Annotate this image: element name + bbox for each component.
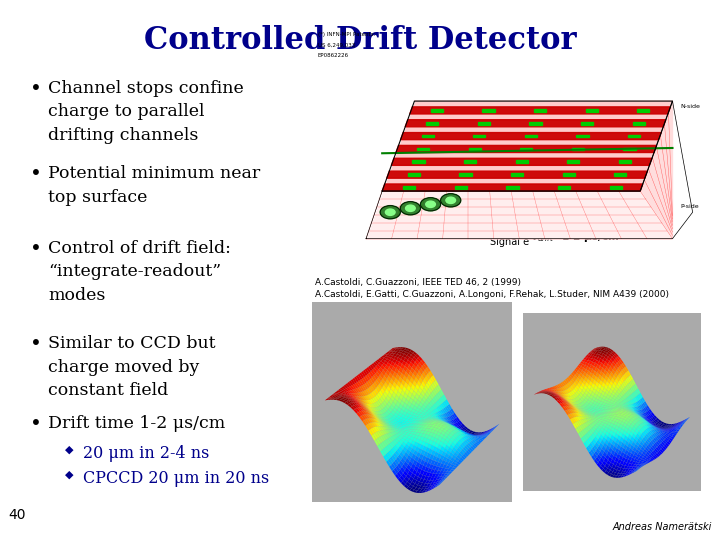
Bar (455, 186, 467, 189)
Circle shape (420, 198, 441, 211)
Text: •: • (30, 165, 42, 184)
Bar (624, 147, 636, 150)
Bar (529, 122, 541, 125)
Bar (610, 186, 622, 189)
Bar (408, 173, 420, 176)
Bar (614, 173, 626, 176)
Bar (567, 160, 580, 163)
Text: Control of drift field:
“integrate-readout”
modes: Control of drift field: “integrate-reado… (48, 240, 231, 304)
Circle shape (400, 201, 420, 215)
Circle shape (385, 209, 395, 215)
Bar (534, 109, 546, 112)
Bar (558, 186, 570, 189)
Polygon shape (405, 120, 666, 127)
Bar (637, 109, 649, 112)
Bar (426, 122, 438, 125)
Text: A.Castoldi, C.Guazzoni, IEEE TED 46, 2 (1999): A.Castoldi, C.Guazzoni, IEEE TED 46, 2 (… (315, 278, 521, 287)
Polygon shape (410, 107, 670, 114)
Bar (619, 160, 631, 163)
Polygon shape (366, 101, 693, 239)
Bar (628, 135, 640, 138)
Text: •: • (30, 415, 42, 434)
Bar (478, 122, 490, 125)
Circle shape (426, 201, 436, 207)
Text: Drift time 1-2 μs/cm: Drift time 1-2 μs/cm (48, 415, 225, 432)
Bar (431, 109, 443, 112)
Bar (516, 160, 528, 163)
Text: T$_{drift}$=1-2 μs/cm: T$_{drift}$=1-2 μs/cm (530, 230, 619, 244)
Bar (459, 173, 472, 176)
Bar (464, 160, 476, 163)
Text: •: • (30, 80, 42, 99)
Bar (403, 186, 415, 189)
Bar (422, 135, 433, 138)
Bar (633, 122, 645, 125)
Text: Signal e: Signal e (490, 237, 529, 247)
Bar (525, 135, 537, 138)
Circle shape (405, 205, 415, 212)
Text: •: • (30, 335, 42, 354)
Bar (469, 147, 481, 150)
Text: ◆: ◆ (65, 445, 73, 455)
Text: CPCCD 20 μm in 20 ns: CPCCD 20 μm in 20 ns (83, 470, 269, 487)
Bar (577, 135, 588, 138)
Text: •: • (30, 240, 42, 259)
Text: Andreas Namerätski: Andreas Namerätski (613, 522, 712, 532)
Text: P-side: P-side (680, 205, 699, 210)
Bar (482, 109, 495, 112)
Circle shape (380, 206, 400, 219)
Polygon shape (387, 171, 647, 178)
Circle shape (441, 194, 461, 207)
Bar (473, 135, 485, 138)
Polygon shape (366, 191, 672, 239)
Bar (506, 186, 518, 189)
Bar (417, 147, 429, 150)
Polygon shape (366, 101, 415, 239)
Text: 40: 40 (8, 508, 25, 522)
Bar (521, 147, 532, 150)
Polygon shape (392, 158, 652, 165)
Text: A.Castoldi, E.Gatti, C.Guazzoni, A.Longoni, F.Rehak, L.Studer, NIM A439 (2000): A.Castoldi, E.Gatti, C.Guazzoni, A.Longo… (315, 290, 669, 299)
Text: (*) INFN-MPI Patents:: (*) INFN-MPI Patents: (318, 32, 375, 37)
Text: US 6,249,033: US 6,249,033 (318, 43, 355, 48)
Bar (562, 173, 575, 176)
Bar (585, 109, 598, 112)
Text: Potential minimum near
top surface: Potential minimum near top surface (48, 165, 260, 206)
Text: Similar to CCD but
charge moved by
constant field: Similar to CCD but charge moved by const… (48, 335, 215, 399)
Text: 20 μm in 2-4 ns: 20 μm in 2-4 ns (83, 445, 210, 462)
Bar (413, 160, 425, 163)
Polygon shape (382, 184, 643, 191)
Polygon shape (396, 145, 657, 152)
Polygon shape (400, 133, 661, 140)
Bar (572, 147, 584, 150)
Circle shape (446, 197, 456, 204)
Bar (581, 122, 593, 125)
Text: EP0862226: EP0862226 (318, 53, 348, 58)
Text: N-side: N-side (680, 104, 701, 109)
Text: ◆: ◆ (65, 470, 73, 480)
Text: Channel stops confine
charge to parallel
drifting channels: Channel stops confine charge to parallel… (48, 80, 244, 144)
Text: Controlled Drift Detector: Controlled Drift Detector (144, 25, 576, 56)
Polygon shape (382, 101, 672, 191)
Bar (511, 173, 523, 176)
Polygon shape (640, 101, 672, 239)
